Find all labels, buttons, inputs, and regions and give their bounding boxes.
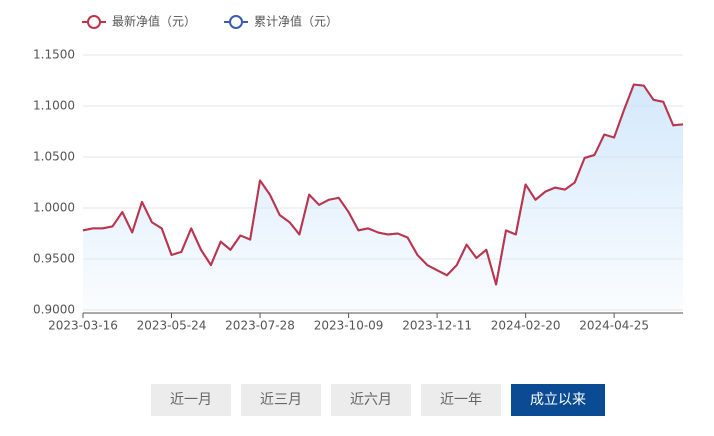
range-button[interactable]: 近一月 bbox=[151, 384, 231, 416]
range-button[interactable]: 成立以来 bbox=[511, 384, 605, 416]
range-button[interactable]: 近一年 bbox=[421, 384, 501, 416]
x-tick-label: 2023-07-28 bbox=[225, 319, 295, 333]
x-tick-label: 2023-03-16 bbox=[48, 319, 118, 333]
y-tick-label: 0.9500 bbox=[33, 252, 75, 266]
area bbox=[83, 84, 683, 310]
y-tick-label: 1.0500 bbox=[33, 150, 75, 164]
legend-marker bbox=[87, 15, 101, 29]
x-tick-label: 2024-04-25 bbox=[579, 319, 649, 333]
legend-marker bbox=[229, 15, 244, 29]
legend-label: 累计净值（元） bbox=[254, 14, 338, 29]
y-tick-label: 1.1000 bbox=[33, 99, 75, 113]
range-button[interactable]: 近六月 bbox=[331, 384, 411, 416]
x-tick-label: 2023-10-09 bbox=[314, 319, 384, 333]
x-tick-label: 2024-02-20 bbox=[491, 319, 561, 333]
y-tick-label: 1.0000 bbox=[33, 201, 75, 215]
line bbox=[82, 83, 684, 286]
y-tick-label: 1.1500 bbox=[33, 48, 75, 62]
x-tick-label: 2023-05-24 bbox=[137, 319, 207, 333]
x-tick-label: 2023-12-11 bbox=[402, 319, 472, 333]
range-button[interactable]: 近三月 bbox=[241, 384, 321, 416]
legend-label: 最新净值（元） bbox=[112, 14, 196, 29]
y-tick-label: 0.9000 bbox=[33, 303, 75, 317]
